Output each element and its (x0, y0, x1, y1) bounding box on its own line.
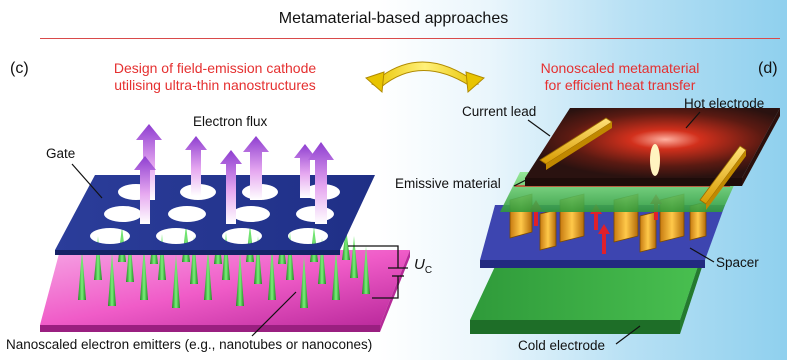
nanocone-emitters (78, 224, 370, 308)
left-caption-line2: utilising ultra-thin nanostructures (114, 77, 316, 93)
emitters-leader-line (251, 291, 297, 337)
spacer-label: Spacer (716, 255, 759, 270)
current-leads (539, 117, 747, 210)
right-caption: Nonoscaled metamaterial for efficient he… (525, 60, 715, 94)
panel-label-c: (c) (10, 60, 29, 77)
exchange-arrow-icon (365, 61, 485, 94)
voltage-subscript: C (424, 265, 433, 276)
title-rule (40, 38, 780, 39)
hot-electrode-label: Hot electrode (684, 96, 765, 111)
electron-flux-label: Electron flux (193, 114, 268, 129)
cold-electrode-label: Cold electrode (518, 338, 606, 353)
panel-label-d: (d) (758, 60, 778, 77)
gate-plate (55, 175, 375, 255)
gate-leader-line (71, 163, 103, 199)
right-leader-lines (513, 111, 715, 345)
right-caption-line1: Nonoscaled metamaterial (540, 60, 700, 76)
hot-electrode-slab (525, 108, 780, 186)
voltage-label: UC (414, 256, 432, 276)
left-caption: Design of field-emission cathode utilisi… (95, 60, 335, 94)
figure-title: Metamaterial-based approaches (278, 10, 509, 27)
right-caption-line2: for efficient heat transfer (544, 77, 696, 93)
emissive-material-label: Emissive material (395, 176, 501, 191)
gate-label: Gate (46, 146, 76, 161)
left-caption-line1: Design of field-emission cathode (113, 60, 317, 76)
electron-flux-arrows (134, 124, 334, 224)
voltage-source-icon (348, 245, 408, 299)
current-lead-label: Current lead (462, 104, 537, 119)
emitters-label: Nanoscaled electron emitters (e.g., nano… (6, 337, 373, 352)
voltage-symbol: U (414, 256, 425, 273)
